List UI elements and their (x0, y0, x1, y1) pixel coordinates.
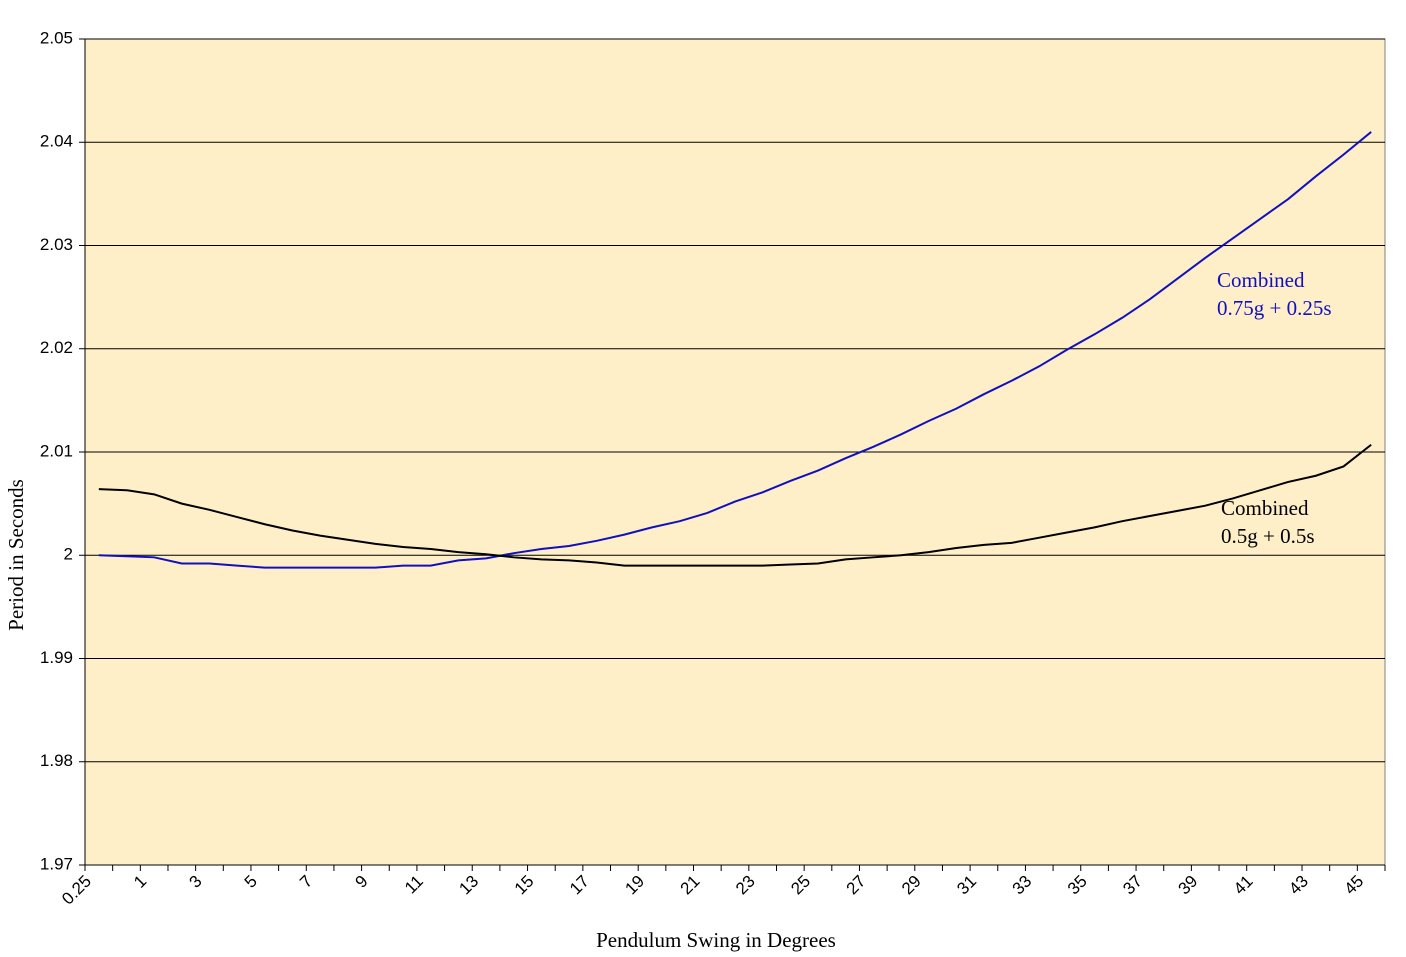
x-tick-label: 37 (1119, 872, 1146, 899)
y-tick-label: 2.03 (40, 235, 73, 254)
x-tick-label: 0.25 (58, 872, 95, 909)
x-tick-label: 9 (351, 872, 371, 892)
y-tick-label: 2.01 (40, 441, 73, 460)
x-tick-label: 31 (953, 872, 980, 899)
y-axis-title: Period in Seconds (4, 479, 28, 631)
x-tick-label: 23 (732, 872, 759, 899)
series-label: 0.5g + 0.5s (1221, 524, 1315, 548)
x-axis-title: Pendulum Swing in Degrees (596, 928, 836, 952)
x-tick-label: 27 (843, 872, 870, 899)
x-tick-label: 19 (621, 872, 648, 899)
series-label: 0.75g + 0.25s (1217, 296, 1332, 320)
y-tick-label: 2.02 (40, 338, 73, 357)
x-tick-label: 43 (1285, 872, 1312, 899)
y-tick-label: 1.97 (40, 854, 73, 873)
y-tick-label: 1.98 (40, 751, 73, 770)
y-tick-label: 2.04 (40, 132, 73, 151)
y-tick-label: 2 (64, 545, 73, 564)
x-tick-label: 39 (1175, 872, 1202, 899)
x-tick-label: 15 (511, 872, 538, 899)
x-tick-label: 13 (455, 872, 482, 899)
x-tick-label: 29 (898, 872, 925, 899)
x-tick-label: 3 (186, 872, 206, 892)
x-tick-label: 17 (566, 872, 593, 899)
x-tick-label: 33 (1009, 872, 1036, 899)
y-tick-label: 2.05 (40, 28, 73, 47)
x-tick-label: 11 (401, 872, 427, 898)
x-tick-label: 21 (677, 872, 704, 899)
x-tick-label: 25 (787, 872, 814, 899)
x-tick-label: 1 (130, 872, 150, 892)
x-tick-label: 41 (1230, 872, 1257, 899)
series-line (98, 131, 1372, 569)
x-tick-label: 35 (1064, 872, 1091, 899)
series-label: Combined (1217, 268, 1305, 292)
series-line (98, 443, 1372, 567)
x-tick-label: 7 (296, 872, 316, 892)
y-tick-label: 1.99 (40, 648, 73, 667)
x-tick-label: 5 (241, 872, 261, 892)
x-tick-label: 45 (1341, 872, 1368, 899)
series-label: Combined (1221, 496, 1309, 520)
